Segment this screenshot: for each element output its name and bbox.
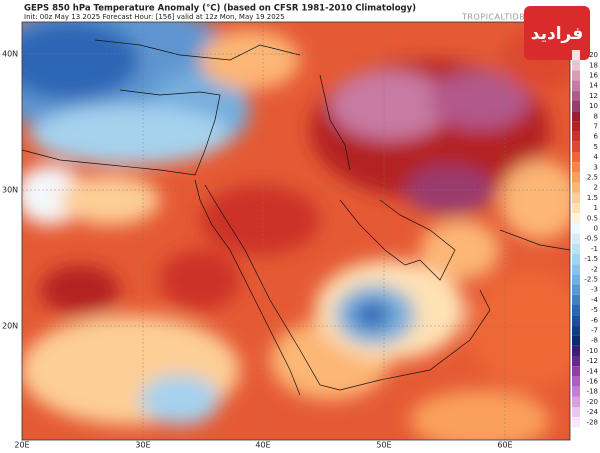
lon-label: 50E — [376, 441, 391, 450]
colorbar-swatch — [572, 366, 580, 377]
colorbar-label: 0.5 — [587, 214, 598, 222]
colorbar-swatch — [572, 152, 580, 163]
colorbar-swatch — [572, 376, 580, 387]
colorbar-label: -10 — [587, 347, 598, 355]
lat-label: 30N — [2, 186, 18, 195]
colorbar-label: 0 — [594, 225, 598, 233]
colorbar-swatch — [572, 345, 580, 356]
graticule — [22, 22, 570, 440]
colorbar-label: 3 — [594, 163, 598, 171]
colorbar-label: 14 — [589, 82, 598, 90]
colorbar-swatch — [572, 60, 580, 71]
colorbar-label: -24 — [587, 408, 599, 416]
colorbar-label: -7 — [591, 327, 598, 335]
colorbar-label: 16 — [589, 72, 598, 80]
colorbar-label: -0.5 — [584, 235, 598, 243]
colorbar-label: 18 — [589, 61, 598, 69]
lon-label: 60E — [497, 441, 512, 450]
colorbar-label: -5 — [591, 306, 598, 314]
colorbar-swatch — [572, 407, 580, 418]
colorbar-swatch — [572, 417, 580, 428]
colorbar-swatch — [572, 386, 580, 397]
colorbar-label: -8 — [591, 337, 598, 345]
colorbar-swatch — [572, 131, 580, 142]
colorbar-label: -2 — [591, 265, 598, 273]
colorbar-swatch — [572, 233, 580, 244]
colorbar-swatch — [572, 223, 580, 234]
colorbar-label: 2.5 — [587, 174, 598, 182]
colorbar-swatch — [572, 101, 580, 112]
colorbar-swatch — [572, 315, 580, 326]
colorbar-label: -28 — [587, 418, 598, 426]
colorbar-swatch — [572, 162, 580, 173]
subtitle: Init: 00z May 13 2025 Forecast Hour: [15… — [24, 13, 285, 21]
colorbar-swatch — [572, 141, 580, 152]
colorbar-label: 5 — [594, 143, 598, 151]
colorbar-swatch — [572, 80, 580, 91]
colorbar-label: -16 — [587, 378, 599, 386]
colorbar-label: -6 — [591, 316, 599, 324]
colorbar-label: 7 — [594, 123, 598, 131]
colorbar-label: 20 — [589, 51, 598, 59]
colorbar-label: -1.5 — [584, 255, 598, 263]
watermark: TROPICALTIDBI — [461, 13, 528, 22]
colorbar-swatch — [572, 284, 580, 295]
colorbar-swatch — [572, 50, 580, 61]
colorbar-label: -4 — [591, 296, 599, 304]
colorbar-swatch — [572, 213, 580, 224]
colorbar-swatch — [572, 305, 580, 316]
anomaly-field — [22, 22, 570, 440]
colorbar-swatch — [572, 70, 580, 81]
colorbar-label: -3 — [591, 286, 598, 294]
lon-label: 20E — [14, 441, 29, 450]
colorbar-swatch — [572, 192, 580, 203]
lat-label: 20N — [2, 322, 18, 331]
colorbar-swatch — [572, 254, 580, 265]
colorbar-swatch — [572, 325, 580, 336]
colorbar-label: 8 — [594, 112, 598, 120]
colorbar-label: 10 — [589, 102, 598, 110]
colorbar-label: 2 — [594, 184, 598, 192]
colorbar-swatch — [572, 182, 580, 193]
colorbar-label: -1 — [591, 245, 598, 253]
colorbar-swatch — [572, 274, 580, 285]
colorbar-label: 4 — [594, 153, 599, 161]
lat-label: 40N — [2, 50, 18, 59]
colorbar: 20 18 16 14 12 10 8 7 6 5 4 3 2.5 2 1.5 1 0.5 0 -0.5 -1 -1.5… — [572, 50, 599, 428]
lon-label: 40E — [255, 441, 270, 450]
logo-text: فرادید — [531, 24, 583, 44]
logo: فرادید — [524, 6, 590, 60]
colorbar-label: -12 — [587, 357, 598, 365]
colorbar-label: 6 — [594, 133, 599, 141]
colorbar-label: 1 — [594, 204, 598, 212]
colorbar-label: -2.5 — [584, 276, 598, 284]
map-frame — [21, 21, 571, 441]
colorbar-swatch — [572, 203, 580, 214]
colorbar-swatch — [572, 356, 580, 367]
colorbar-swatch — [572, 243, 580, 254]
colorbar-swatch — [572, 121, 580, 132]
lon-label: 30E — [135, 441, 150, 450]
coastlines — [22, 39, 570, 396]
logo-box — [524, 6, 590, 60]
colorbar-swatch — [572, 172, 580, 183]
map-area — [22, 22, 570, 440]
colorbar-label: -14 — [587, 367, 599, 375]
colorbar-label: -20 — [587, 398, 598, 406]
colorbar-swatch — [572, 264, 580, 275]
colorbar-swatch — [572, 90, 580, 101]
colorbar-swatch — [572, 335, 580, 346]
title: GEPS 850 hPa Temperature Anomaly (°C) (b… — [24, 4, 416, 14]
colorbar-label: 1.5 — [587, 194, 598, 202]
colorbar-swatch — [572, 396, 580, 407]
colorbar-swatch — [572, 294, 580, 305]
colorbar-swatch — [572, 111, 580, 122]
colorbar-label: -18 — [587, 388, 598, 396]
colorbar-label: 12 — [589, 92, 598, 100]
